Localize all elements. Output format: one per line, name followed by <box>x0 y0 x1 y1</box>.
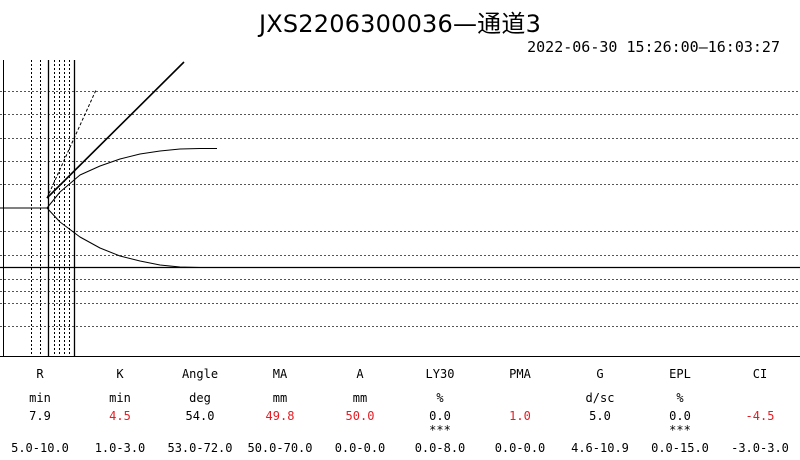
param-reference-range: -3.0-3.0 <box>731 441 789 455</box>
param-unit: mm <box>272 391 288 405</box>
param-value: 1.0 <box>509 409 531 423</box>
param-name: LY30 <box>425 367 455 381</box>
param-reference-range: 1.0-3.0 <box>94 441 146 455</box>
param-unit: % <box>436 391 444 405</box>
param-reference-range: 50.0-70.0 <box>247 441 313 455</box>
param-name: EPL <box>669 367 691 381</box>
param-unit: d/sc <box>585 391 615 405</box>
param-name: MA <box>272 367 288 381</box>
param-name: G <box>596 367 604 381</box>
param-name: Angle <box>181 367 219 381</box>
param-value-flag: *** <box>429 423 451 437</box>
param-reference-range: 5.0-10.0 <box>11 441 69 455</box>
param-value: 50.0 <box>345 409 375 423</box>
param-value: -4.5 <box>745 409 775 423</box>
param-unit: min <box>29 391 51 405</box>
param-value-flag: *** <box>669 423 691 437</box>
param-name: R <box>36 367 44 381</box>
param-reference-range: 0.0-8.0 <box>414 441 466 455</box>
time-range: 2022-06-30 15:26:00—16:03:27 <box>527 38 780 56</box>
teg-plot <box>0 60 800 357</box>
param-value: 0.0 <box>429 409 451 423</box>
param-reference-range: 0.0-15.0 <box>651 441 709 455</box>
param-value: 4.5 <box>109 409 131 423</box>
param-name: A <box>356 367 364 381</box>
param-value: 54.0 <box>185 409 215 423</box>
param-reference-range: 0.0-0.0 <box>334 441 386 455</box>
param-unit: % <box>676 391 684 405</box>
angle-line <box>46 61 185 199</box>
param-name: PMA <box>509 367 531 381</box>
param-value: 0.0 <box>669 409 691 423</box>
trace-upper <box>0 148 217 209</box>
param-reference-range: 53.0-72.0 <box>167 441 233 455</box>
param-name: K <box>116 367 124 381</box>
param-unit: min <box>109 391 131 405</box>
param-unit: deg <box>189 391 211 405</box>
trace-lower <box>0 207 217 268</box>
param-value: 49.8 <box>265 409 295 423</box>
param-value: 5.0 <box>589 409 611 423</box>
param-value: 7.9 <box>29 409 51 423</box>
param-name: CI <box>752 367 768 381</box>
chart-title: JXS2206300036—通道3 <box>258 10 542 38</box>
param-reference-range: 0.0-0.0 <box>494 441 546 455</box>
param-reference-range: 4.6-10.9 <box>571 441 629 455</box>
param-unit: mm <box>352 391 368 405</box>
